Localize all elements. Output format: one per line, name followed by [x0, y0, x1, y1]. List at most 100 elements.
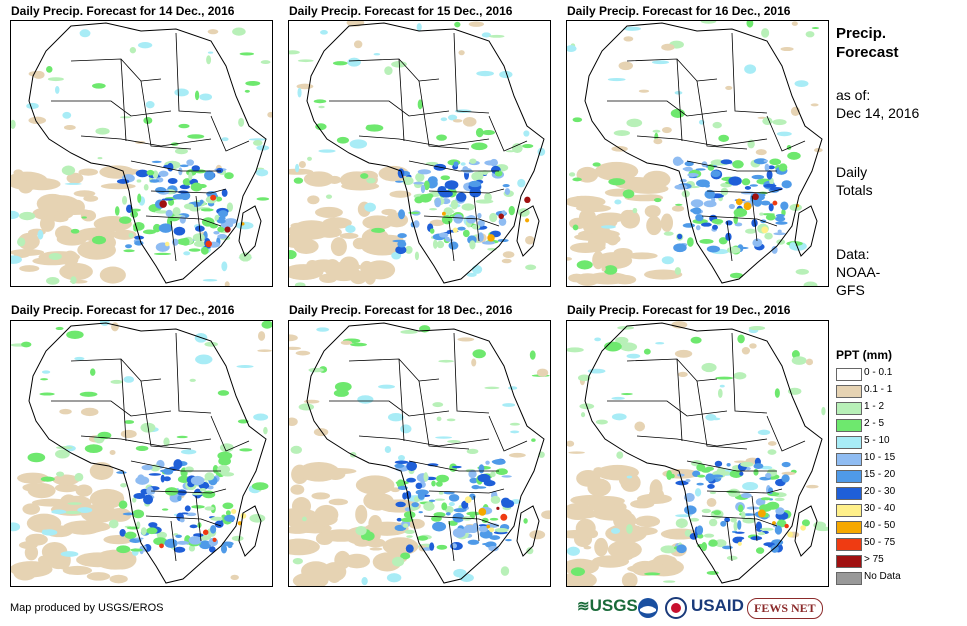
dry-area — [630, 499, 655, 509]
country-border — [120, 58, 127, 142]
rain-area — [398, 209, 406, 220]
dry-area — [52, 474, 80, 486]
rain-area — [466, 511, 480, 516]
rain-area — [126, 204, 133, 213]
rain-area — [696, 533, 704, 539]
rain-area — [787, 151, 801, 160]
rain-area — [770, 544, 779, 553]
rain-area — [567, 440, 575, 447]
dry-area — [54, 225, 74, 241]
dry-area — [587, 478, 611, 497]
rain-area — [694, 488, 702, 497]
rain-area — [451, 543, 458, 549]
rain-area — [217, 390, 230, 396]
rain-area — [697, 474, 706, 478]
totals-line-2: Totals — [836, 182, 873, 198]
rain-area — [194, 90, 200, 101]
rain-area — [111, 322, 119, 332]
rain-area — [184, 505, 191, 512]
rain-area — [419, 325, 431, 333]
rain-area — [626, 524, 633, 534]
africa-outline — [306, 22, 545, 284]
rain-area — [395, 245, 407, 255]
africa-outline — [306, 322, 545, 584]
rain-area — [336, 136, 350, 144]
rain-area — [238, 117, 245, 127]
rain-area — [460, 162, 466, 166]
heavy-rain-spot — [464, 496, 472, 504]
country-border — [120, 358, 127, 442]
country-border — [751, 495, 758, 542]
rain-area — [776, 239, 786, 245]
rain-area — [381, 208, 397, 216]
rain-area — [148, 473, 162, 476]
rain-area — [95, 242, 106, 251]
rain-area — [200, 208, 214, 212]
rain-area — [230, 574, 239, 580]
rain-area — [614, 199, 622, 205]
rain-area — [308, 367, 324, 373]
rain-area — [213, 230, 220, 235]
rain-area — [626, 353, 641, 359]
rain-area — [753, 463, 764, 470]
country-border — [706, 488, 783, 494]
rain-area — [730, 517, 737, 523]
rain-area — [685, 478, 691, 483]
data-line-3: GFS — [836, 282, 865, 298]
rain-area — [611, 413, 627, 421]
rain-area — [529, 530, 546, 540]
country-border — [676, 58, 683, 142]
rain-area — [468, 469, 477, 479]
rain-area — [610, 528, 621, 534]
dry-area — [646, 215, 662, 236]
rain-area — [231, 535, 244, 542]
rain-area — [298, 161, 306, 168]
usgs-wave-icon: ≋ — [577, 598, 590, 615]
rain-area — [460, 168, 472, 172]
rain-area — [775, 216, 786, 222]
rain-area — [156, 531, 168, 539]
rain-area — [695, 168, 706, 171]
rain-area — [593, 467, 604, 474]
rain-area — [123, 249, 135, 253]
rain-area — [221, 541, 234, 547]
rain-area — [42, 529, 47, 533]
rain-area — [485, 460, 490, 465]
rain-area — [221, 188, 228, 197]
rain-area — [195, 354, 213, 365]
country-border — [398, 358, 405, 442]
rain-area — [174, 148, 188, 155]
rain-area — [56, 446, 73, 450]
dry-area — [594, 537, 609, 557]
rain-area — [767, 165, 775, 170]
rain-area — [173, 546, 186, 553]
rain-area — [252, 139, 263, 146]
country-border — [70, 58, 162, 82]
country-border — [726, 520, 733, 562]
rain-area — [763, 183, 777, 188]
rain-area — [501, 475, 512, 478]
rain-area — [821, 406, 826, 416]
rain-area — [744, 185, 752, 190]
usaid-logo: USAID — [691, 596, 744, 615]
rain-area — [143, 183, 149, 191]
rain-area — [689, 533, 698, 540]
rain-area — [109, 450, 116, 456]
rain-area — [477, 473, 491, 483]
rain-area — [165, 209, 173, 217]
country-border — [51, 100, 172, 117]
rain-area — [202, 278, 218, 282]
rain-area — [750, 536, 763, 541]
rain-area — [26, 102, 39, 110]
legend-swatch — [836, 470, 862, 483]
country-border — [453, 32, 490, 114]
rain-area — [671, 321, 688, 329]
dry-area — [22, 483, 47, 492]
rain-area — [490, 471, 496, 478]
rain-area — [257, 331, 266, 341]
rain-area — [427, 176, 438, 186]
rain-area — [572, 117, 583, 123]
rain-area — [733, 372, 747, 380]
dry-area — [648, 488, 665, 502]
rain-area — [653, 138, 663, 145]
